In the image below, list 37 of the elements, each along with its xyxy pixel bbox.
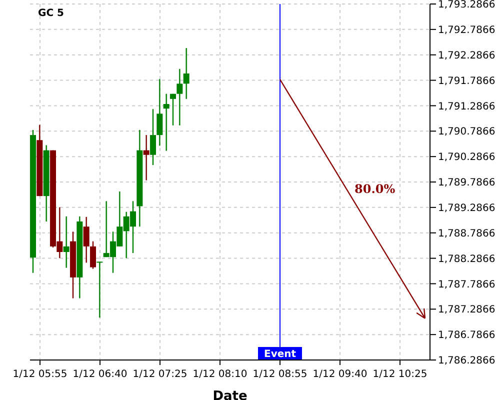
- y-tick-label: 1,789.7866: [438, 178, 496, 189]
- y-tick-label: 1,787.7866: [438, 279, 496, 290]
- y-tick-label: 1,792.2866: [438, 50, 496, 62]
- x-tick-label: 1/12 10:25: [372, 369, 428, 380]
- candlestick: [176, 68, 183, 126]
- candlestick: [90, 240, 96, 270]
- x-tick-label: 1/12 07:25: [132, 369, 188, 380]
- y-tick-label: 1,789.2866: [438, 202, 496, 214]
- candlestick: [170, 93, 176, 126]
- candlestick: [163, 93, 170, 152]
- y-tick-label: 1,791.7866: [438, 76, 496, 87]
- x-tick-label: 1/12 08:55: [252, 369, 308, 380]
- candlestick: [156, 78, 163, 146]
- candlestick: [143, 134, 150, 181]
- y-tick-label: 1,790.2866: [438, 152, 496, 164]
- annotation: 80.0%: [354, 182, 396, 196]
- candlestick: [150, 108, 156, 166]
- x-tick-label: 1/12 06:40: [72, 369, 128, 380]
- candlestick: [83, 216, 90, 264]
- candlestick: [183, 47, 190, 100]
- y-tick-label: 1,787.2866: [438, 304, 496, 316]
- candlestick: [96, 261, 103, 318]
- x-axis-title: Date: [212, 389, 248, 400]
- ref-line-label: Event: [264, 349, 296, 360]
- chart-title: GC 5: [38, 8, 64, 19]
- y-tick-label: 1,790.7866: [438, 126, 496, 138]
- x-tick-label: 1/12 08:10: [192, 369, 248, 380]
- y-tick-label: 1,786.2866: [438, 356, 496, 367]
- y-tick-label: 1,788.2866: [438, 254, 496, 265]
- y-tick-label: 1,793.2866: [438, 0, 496, 11]
- y-tick-label: 1,788.7866: [438, 228, 496, 240]
- x-tick-label: 1/12 05:55: [12, 369, 68, 380]
- y-tick-label: 1,791.2866: [438, 101, 496, 112]
- y-tick-label: 1,786.7866: [438, 330, 496, 342]
- x-tick-label: 1/12 09:40: [312, 369, 368, 380]
- candlestick: [63, 216, 70, 268]
- y-tick-label: 1,792.7866: [438, 24, 496, 36]
